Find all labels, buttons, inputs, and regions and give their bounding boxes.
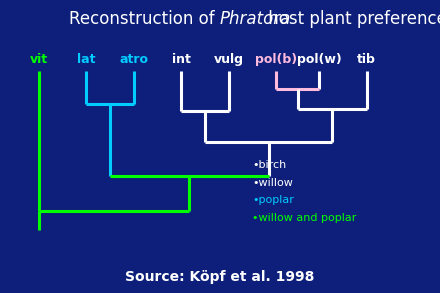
Text: Source: Köpf et al. 1998: Source: Köpf et al. 1998 bbox=[125, 270, 315, 284]
Text: atro: atro bbox=[119, 53, 148, 66]
Text: vit: vit bbox=[30, 53, 48, 66]
Text: Reconstruction of: Reconstruction of bbox=[69, 10, 220, 28]
Text: •willow: •willow bbox=[253, 178, 293, 188]
Text: lat: lat bbox=[77, 53, 95, 66]
Text: host plant preference: host plant preference bbox=[263, 10, 440, 28]
Text: •poplar: •poplar bbox=[253, 195, 294, 205]
Text: vulg: vulg bbox=[214, 53, 244, 66]
Text: int: int bbox=[172, 53, 191, 66]
Text: Phratora: Phratora bbox=[220, 10, 291, 28]
Text: tib: tib bbox=[357, 53, 376, 66]
Text: pol(w): pol(w) bbox=[297, 53, 341, 66]
Text: •birch: •birch bbox=[253, 160, 286, 170]
Text: •willow and poplar: •willow and poplar bbox=[253, 213, 357, 223]
Text: pol(b): pol(b) bbox=[255, 53, 297, 66]
